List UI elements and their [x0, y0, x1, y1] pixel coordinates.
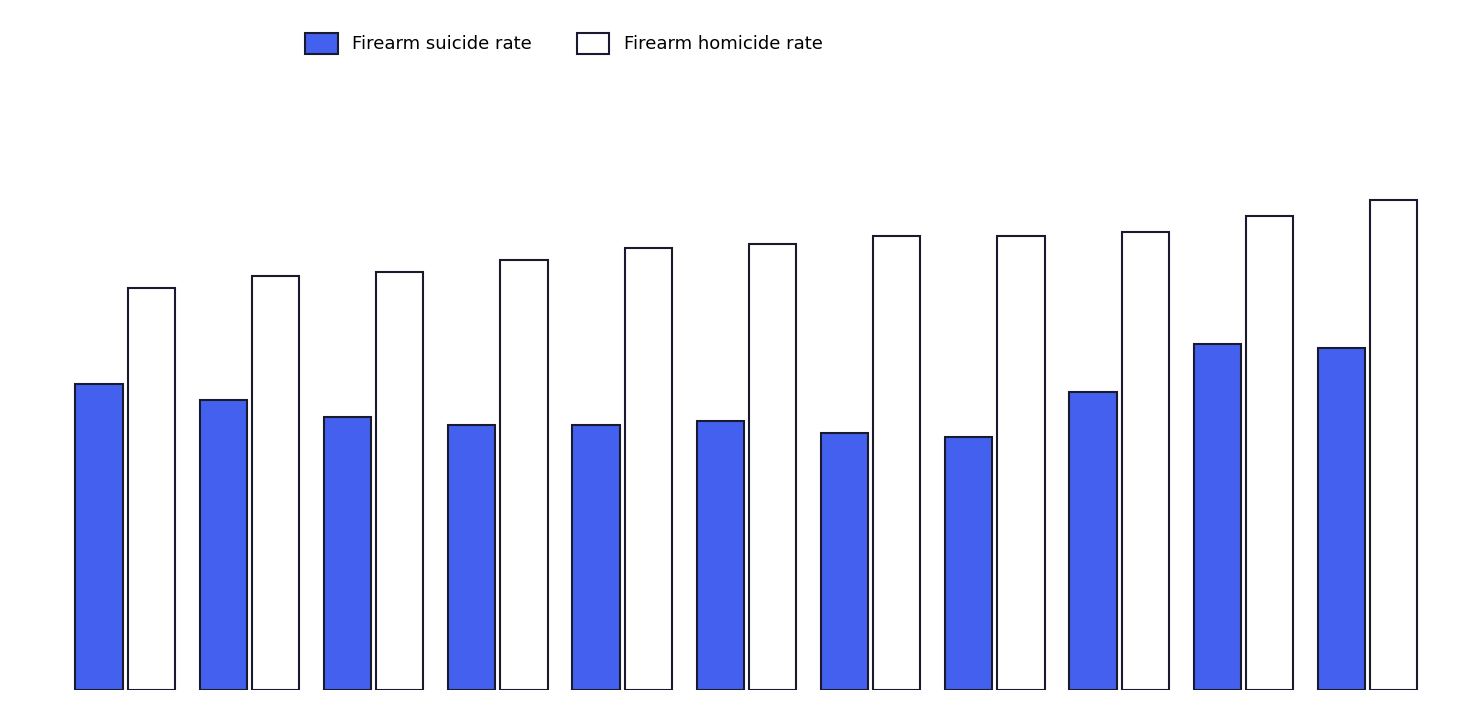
Bar: [127, 288, 174, 690]
Bar: [873, 236, 921, 690]
Bar: [501, 260, 547, 690]
Bar: [998, 236, 1045, 690]
Bar: [75, 384, 123, 690]
Bar: [1246, 216, 1293, 690]
Bar: [572, 425, 619, 690]
Bar: [375, 272, 423, 690]
Bar: [324, 417, 371, 690]
Bar: [1318, 348, 1366, 690]
Bar: [1194, 344, 1242, 690]
Bar: [1122, 232, 1169, 690]
Bar: [200, 401, 247, 690]
Bar: [251, 276, 299, 690]
Bar: [1070, 393, 1117, 690]
Bar: [448, 425, 495, 690]
Bar: [820, 433, 868, 690]
Bar: [946, 436, 992, 690]
Bar: [696, 420, 743, 690]
Bar: [749, 244, 797, 690]
Bar: [1370, 200, 1417, 690]
Legend: Firearm suicide rate, Firearm homicide rate: Firearm suicide rate, Firearm homicide r…: [296, 24, 832, 62]
Bar: [625, 248, 672, 690]
